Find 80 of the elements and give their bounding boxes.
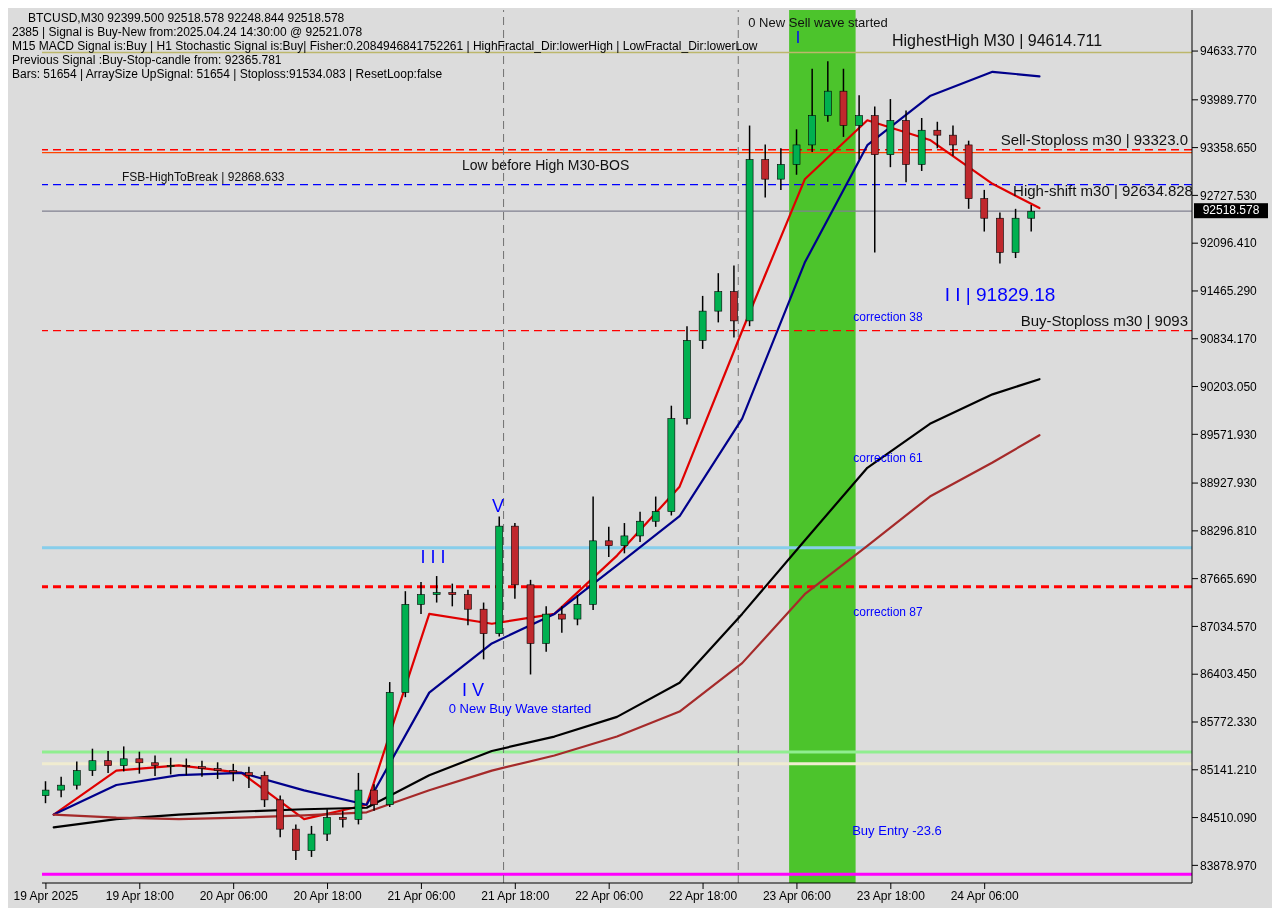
y-tick-label: 90203.050	[1200, 379, 1258, 394]
x-tick-label: 19 Apr 18:00	[105, 888, 175, 903]
candlestick	[432, 575, 441, 604]
candlestick	[57, 775, 65, 798]
candlestick	[119, 745, 128, 773]
candlestick	[949, 124, 957, 157]
candlestick	[573, 594, 582, 627]
candlestick	[292, 823, 300, 861]
candlestick	[88, 747, 97, 777]
candlestick	[855, 94, 863, 161]
y-tick-label: 85772.330	[1200, 715, 1258, 730]
annotation: I I | 91829.18	[944, 284, 1056, 306]
y-tick-label: 84510.090	[1200, 810, 1258, 825]
y-tick-label: 83878.970	[1200, 858, 1258, 873]
y-tick-label: 87665.690	[1200, 571, 1258, 586]
candlestick	[245, 766, 253, 789]
x-tick-label: 22 Apr 18:00	[669, 888, 738, 903]
candlestick	[72, 760, 81, 791]
candlestick	[777, 147, 785, 191]
candlestick	[933, 121, 942, 150]
candlestick	[980, 189, 989, 233]
x-tick-label: 21 Apr 06:00	[387, 888, 456, 903]
candlestick	[448, 582, 457, 608]
x-tick-label: 20 Apr 18:00	[293, 888, 362, 903]
ref-line-label: 92518.578	[1202, 203, 1260, 218]
x-tick-label: 21 Apr 18:00	[481, 888, 550, 903]
annotation: High-shift m30 | 92634.828	[1013, 181, 1193, 199]
y-tick-label: 92727.530	[1200, 188, 1258, 203]
y-tick-label: 87034.570	[1200, 619, 1258, 634]
candlestick	[464, 588, 472, 627]
ref-line-label: Sell-Stoploss m30 | 93323.0	[1000, 130, 1188, 148]
candlestick	[42, 780, 50, 804]
candlestick	[135, 750, 144, 775]
y-tick-label: 93358.650	[1200, 140, 1258, 155]
y-tick-label: 93989.770	[1200, 93, 1258, 108]
ref-line-label: HighestHigh M30 | 94614.711	[892, 32, 1103, 50]
y-tick-label: 94633.770	[1200, 44, 1258, 59]
y-tick-label: 92096.410	[1200, 236, 1258, 251]
candlestick	[604, 526, 613, 558]
y-tick-label: 88296.810	[1200, 524, 1258, 539]
y-tick-label: 85141.210	[1200, 763, 1258, 778]
x-tick-label: 20 Apr 06:00	[199, 888, 269, 903]
candlestick	[620, 522, 629, 555]
y-tick-label: 90834.170	[1200, 332, 1258, 346]
annotation: Bars: 51654 | ArraySize UpSignal: 51654 | Stoploss:91534.083 | ResetLoop:false	[12, 67, 444, 81]
candlestick	[714, 272, 723, 324]
annotation: V	[491, 495, 505, 517]
chart-title: BTCUSD,M30 92399.500 92518.578 92248.844 92518.578	[28, 11, 345, 25]
candlestick	[636, 510, 644, 543]
candlestick	[417, 581, 425, 615]
x-tick-label: 23 Apr 06:00	[762, 888, 832, 903]
annotation: 2385 | Signal is Buy-New from:2025.04.24 14:30:00 @ 92521.078	[12, 25, 363, 39]
candlestick	[338, 810, 347, 829]
y-tick-label: 86403.450	[1200, 667, 1258, 682]
candlestick	[104, 750, 112, 774]
candlestick	[151, 754, 159, 777]
annotation: I V	[461, 679, 485, 701]
x-tick-label: 24 Apr 06:00	[950, 888, 1020, 903]
ref-line-label: Buy-Stoploss m30 | 9093	[1020, 311, 1188, 329]
y-tick-label: 91465.290	[1200, 284, 1258, 299]
candlestick	[792, 128, 801, 176]
candlestick	[761, 143, 770, 199]
x-tick-label: 23 Apr 18:00	[856, 888, 926, 903]
y-tick-label: 89571.930	[1200, 427, 1258, 442]
annotation: I I I	[420, 546, 446, 568]
annotation: 0 New Buy Wave started	[448, 700, 592, 716]
candlestick	[307, 825, 316, 858]
candlestick	[651, 495, 660, 528]
candlestick	[558, 605, 566, 634]
candlestick	[370, 783, 378, 812]
y-tick-label: 88927.930	[1200, 476, 1258, 491]
annotation: I	[795, 29, 801, 47]
candlestick	[198, 760, 206, 778]
x-tick-label: 22 Apr 06:00	[575, 888, 644, 903]
annotation: Previous Signal :Buy-Stop-candle from: 92365.781	[12, 53, 283, 67]
ref-line-label: FSB-HighToBreak | 92868.633	[122, 169, 285, 184]
ref-line-label: Low before High M30-BOS	[462, 156, 630, 173]
x-tick-label: 19 Apr 2025	[13, 888, 79, 903]
annotation: M15 MACD Signal is:Buy | H1 Stochastic Signal is:Buy| Fisher:0.2084946841752261 | HighFractal_Dir:lowerHigh | LowFractal_Dir:lowerLow	[12, 39, 758, 53]
candlestick	[1027, 204, 1036, 233]
